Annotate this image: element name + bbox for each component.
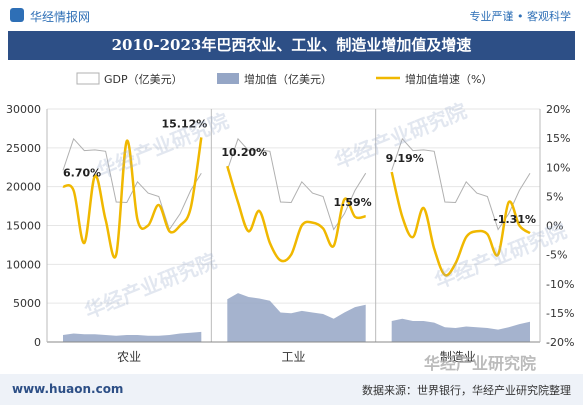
website-link[interactable]: www.huaon.com (12, 382, 124, 396)
gdp-line (226, 137, 367, 231)
legend-label-gdp: GDP（亿美元） (104, 73, 183, 86)
tagline: 专业严谨 • 客观科学 (469, 10, 571, 23)
left-axis-tick-label: 5000 (13, 297, 41, 310)
value-added-area (391, 318, 530, 342)
brand-name: 华经情报网 (30, 10, 91, 24)
legend-label-value-added: 增加值（亿美元） (244, 72, 332, 86)
left-axis-tick-label: 20000 (6, 181, 41, 194)
data-label: -1.31% (493, 213, 536, 226)
right-axis-tick-label: -20% (546, 336, 574, 349)
legend-swatch-gdp (76, 72, 100, 85)
growth-line (390, 171, 531, 277)
title-bar: 2010-2023年巴西农业、工业、制造业增加值及增速 (8, 31, 575, 60)
watermark-corner: 华经产业研究院 (424, 354, 537, 373)
value-added-area (227, 293, 366, 342)
data-label: 6.70% (63, 166, 101, 179)
right-axis-tick-label: 5% (546, 190, 563, 203)
gdp-line (62, 137, 202, 231)
top-bar: 华经情报网 专业严谨 • 客观科学 (0, 0, 583, 30)
right-axis-tick-label: -10% (546, 278, 574, 291)
logo-icon (10, 8, 24, 22)
data-label: 15.12% (162, 117, 208, 130)
chart-title: 2010-2023年巴西农业、工业、制造业增加值及增速 (111, 36, 472, 54)
gdp-line (391, 137, 531, 231)
right-axis-tick-label: 0% (546, 220, 563, 233)
left-axis-tick-label: 10000 (6, 258, 41, 271)
right-axis-tick-label: 20% (546, 103, 570, 116)
value-added-area (63, 331, 202, 342)
left-axis-tick-label: 15000 (6, 220, 41, 233)
growth-line (226, 165, 366, 263)
right-axis-tick-label: -5% (546, 249, 567, 262)
legend-label-growth: 增加值增速（%） (405, 72, 492, 86)
data-label: 1.59% (333, 196, 371, 209)
category-label: 农业 (117, 350, 141, 364)
category-label: 制造业 (440, 350, 476, 364)
right-axis-tick-label: 10% (546, 161, 570, 174)
left-axis-tick-label: 25000 (6, 142, 41, 155)
data-source: 数据来源：世界银行，华经产业研究院整理 (362, 384, 571, 397)
data-label: 10.20% (221, 146, 267, 159)
left-axis-tick-label: 30000 (6, 103, 41, 116)
left-axis-tick-label: 0 (34, 336, 41, 349)
legend-swatch-value-added (217, 73, 239, 84)
growth-line (62, 137, 203, 259)
footer-bar: www.huaon.com 数据来源：世界银行，华经产业研究院整理 (0, 374, 583, 405)
right-axis-tick-label: 15% (546, 132, 570, 145)
chart-plot: GDP（亿美元） 增加值（亿美元） 增加值增速（%） 0 5000 10000 15000 2… (6, 72, 574, 364)
right-axis-tick-label: -15% (546, 307, 574, 320)
category-label: 工业 (281, 350, 305, 364)
data-label: 9.19% (386, 152, 424, 165)
